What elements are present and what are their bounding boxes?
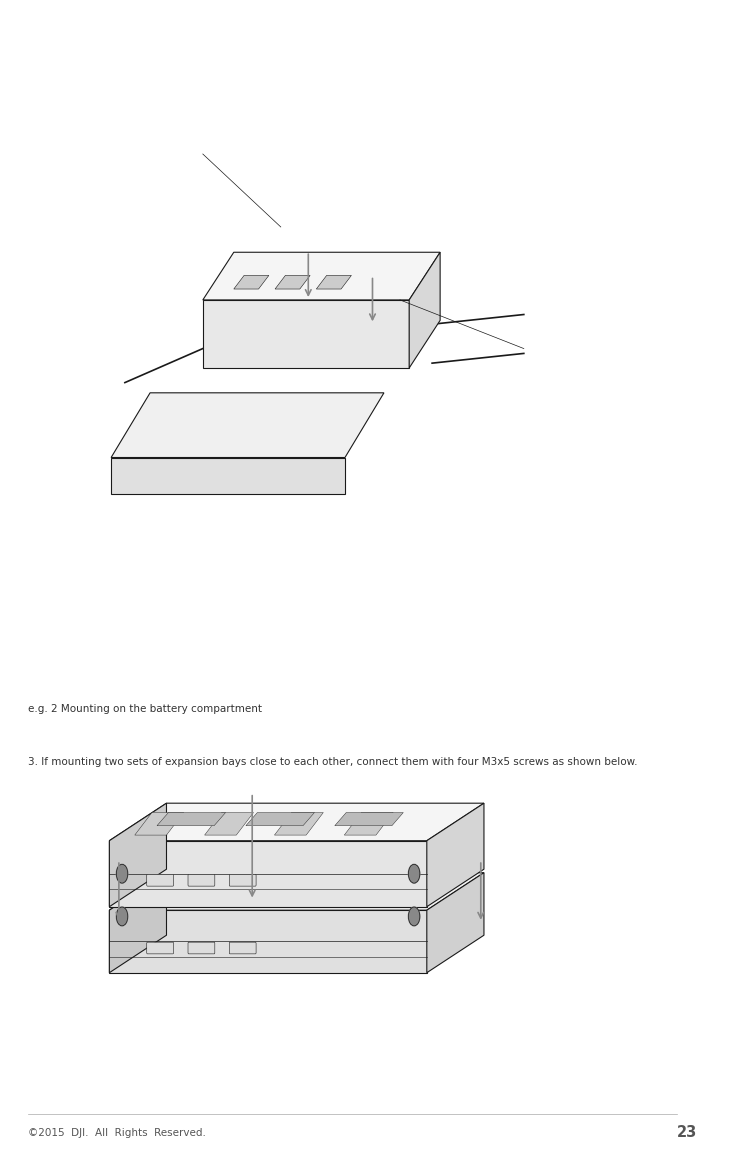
FancyBboxPatch shape: [147, 874, 173, 886]
Circle shape: [409, 907, 420, 926]
Polygon shape: [111, 457, 345, 494]
Polygon shape: [275, 276, 310, 290]
Text: e.g. 2 Mounting on the battery compartment: e.g. 2 Mounting on the battery compartme…: [28, 704, 262, 713]
FancyBboxPatch shape: [147, 943, 173, 954]
Circle shape: [409, 864, 420, 884]
Polygon shape: [109, 804, 167, 907]
Polygon shape: [274, 813, 323, 835]
FancyBboxPatch shape: [229, 943, 256, 954]
Polygon shape: [335, 813, 403, 826]
Polygon shape: [203, 300, 409, 368]
Polygon shape: [427, 873, 484, 973]
Text: 3. If mounting two sets of expansion bays close to each other, connect them with: 3. If mounting two sets of expansion bay…: [28, 757, 638, 767]
Polygon shape: [345, 813, 393, 835]
Polygon shape: [109, 873, 484, 910]
Polygon shape: [157, 813, 225, 826]
Polygon shape: [427, 804, 484, 907]
Polygon shape: [203, 252, 440, 300]
Polygon shape: [135, 813, 184, 835]
Text: ©2015  DJI.  All  Rights  Reserved.: ©2015 DJI. All Rights Reserved.: [28, 1128, 206, 1137]
FancyBboxPatch shape: [188, 943, 215, 954]
Polygon shape: [409, 252, 440, 368]
Circle shape: [116, 907, 127, 926]
Polygon shape: [111, 393, 384, 457]
Polygon shape: [109, 873, 167, 973]
Text: 23: 23: [677, 1126, 697, 1139]
Polygon shape: [109, 841, 427, 907]
Polygon shape: [246, 813, 314, 826]
FancyBboxPatch shape: [188, 874, 215, 886]
Polygon shape: [317, 276, 351, 290]
Polygon shape: [109, 804, 484, 841]
Circle shape: [116, 864, 127, 884]
Polygon shape: [204, 813, 253, 835]
Polygon shape: [234, 276, 269, 290]
Polygon shape: [109, 910, 427, 973]
FancyBboxPatch shape: [229, 874, 256, 886]
